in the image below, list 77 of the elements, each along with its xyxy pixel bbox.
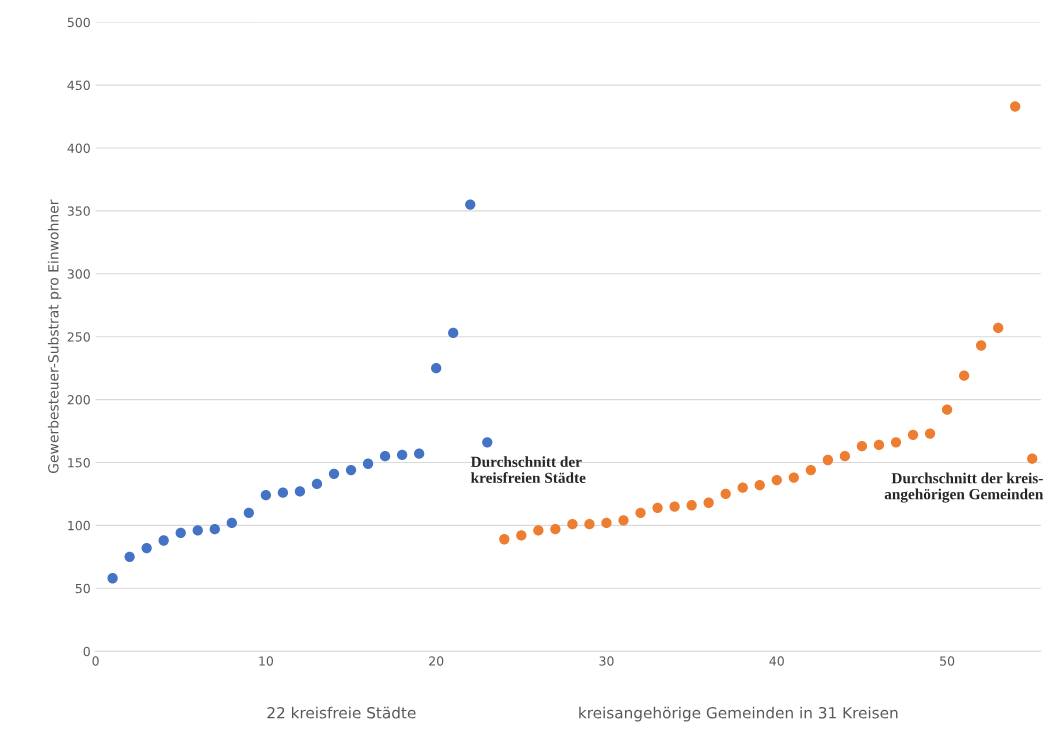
point (533, 525, 544, 536)
point (669, 501, 680, 512)
point (601, 517, 612, 529)
y-tick-label: 250 (67, 332, 90, 342)
point (652, 502, 663, 513)
y-axis-title: Gewerbesteuer-Substrat pro Einwohner (47, 199, 62, 474)
point (924, 428, 936, 439)
point (499, 534, 510, 545)
x-tick-label: 30 (599, 656, 614, 666)
y-tick-label: 500 (67, 17, 90, 28)
point (907, 429, 919, 440)
point (839, 451, 851, 462)
x-tick-label: 0 (92, 656, 99, 666)
point (482, 437, 493, 448)
y-tick-label: 150 (68, 457, 90, 468)
point (396, 449, 408, 461)
y-tick-label: 300 (67, 269, 90, 279)
point (737, 482, 748, 493)
point (550, 524, 561, 535)
point (1027, 453, 1038, 464)
annotation: Durchschnitt der kreisfreien Städte (470, 456, 586, 483)
point (856, 441, 868, 452)
point (209, 524, 220, 535)
y-tick-label: 50 (75, 583, 90, 594)
y-tick-label: 450 (67, 80, 90, 91)
point (873, 439, 885, 451)
point (890, 437, 902, 448)
point (345, 464, 357, 476)
point (124, 551, 135, 562)
point (175, 527, 186, 539)
point (805, 464, 816, 476)
point (158, 535, 169, 546)
y-tick-label: 200 (67, 395, 90, 405)
point (448, 327, 459, 339)
point (941, 404, 953, 415)
point (192, 525, 203, 536)
point (822, 454, 834, 466)
point (243, 507, 254, 518)
y-tick-label: 100 (68, 520, 90, 531)
point (635, 507, 646, 518)
x-tick-label: 10 (259, 656, 274, 666)
point (465, 199, 476, 210)
point (362, 458, 374, 469)
point (958, 370, 970, 381)
text: 22 kreisfreie Städte (267, 706, 416, 719)
point (141, 542, 152, 554)
point (311, 478, 323, 490)
point (703, 497, 714, 508)
point (771, 474, 782, 486)
point (618, 515, 629, 526)
y-tick-label: 350 (67, 206, 90, 216)
y-tick-label: 400 (67, 143, 90, 153)
point (788, 472, 799, 483)
point (431, 363, 442, 374)
point (277, 487, 289, 498)
point (414, 448, 425, 459)
point (686, 500, 697, 511)
point (567, 518, 578, 530)
point (260, 490, 272, 501)
x-tick-label: 20 (429, 656, 444, 666)
text: kreisangehörige Gemeinden in 31 Kreisen (579, 706, 898, 722)
point (226, 517, 237, 529)
x-tick-label: 40 (769, 656, 784, 666)
y-tick-label: 0 (83, 646, 90, 657)
point (1010, 101, 1021, 112)
point (754, 479, 765, 491)
x-tick-label: 50 (940, 656, 955, 666)
point (516, 530, 527, 541)
point (379, 451, 391, 462)
point (584, 518, 595, 530)
point (993, 322, 1004, 334)
point (976, 340, 987, 351)
point (328, 468, 340, 479)
point (720, 488, 731, 500)
point (107, 573, 118, 584)
point (294, 486, 306, 497)
annotation: Durchschnitt der kreis- angehörigen Gemeinden (884, 472, 1044, 503)
